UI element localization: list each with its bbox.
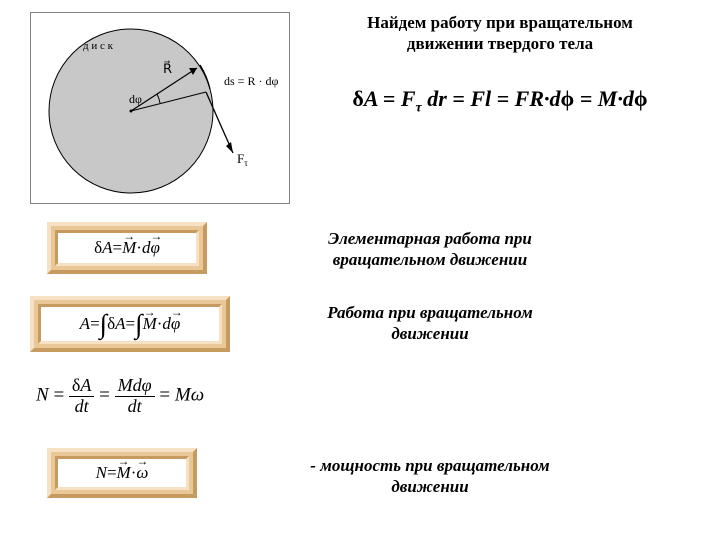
disk-label: д и с к [83,40,114,52]
desc-2: Работа при вращательном движении [300,302,560,345]
title-line-2: движении твердого тела [407,34,593,53]
main-formula: δA = Fτ dr = Fl = FR·dϕ = M·dϕ [310,86,690,116]
formula-3: N = M · ω [55,456,189,490]
ft-label: Fτ [237,151,248,168]
dphi-label: dφ [129,92,142,106]
ds-label: ds = R · dφ [224,74,278,88]
desc-1: Элементарная работа при вращательном дви… [300,228,560,271]
formula-box-2: A = ∫δA = ∫M · dφ [30,296,230,352]
formula-box-1: δA = M · dφ [47,222,207,274]
formula-power-derivation: N = δAdt = Mdφdt = Mω [36,376,204,417]
formula-box-3: N = M · ω [47,448,197,498]
desc-3: - мощность при вращательном движении [280,455,580,498]
formula-2: A = ∫δA = ∫M · dφ [38,304,222,344]
disk-svg: д и с к R⃗ dφ ds = R · dφ Fτ [31,13,289,203]
formula-1: δA = M · dφ [55,230,199,266]
ft-vector-arrow [226,142,233,153]
page-title: Найдем работу при вращательном движении … [320,12,680,55]
disk-diagram: д и с к R⃗ dφ ds = R · dφ Fτ [30,12,290,204]
title-line-1: Найдем работу при вращательном [367,13,633,32]
r-label: R⃗ [163,61,172,76]
